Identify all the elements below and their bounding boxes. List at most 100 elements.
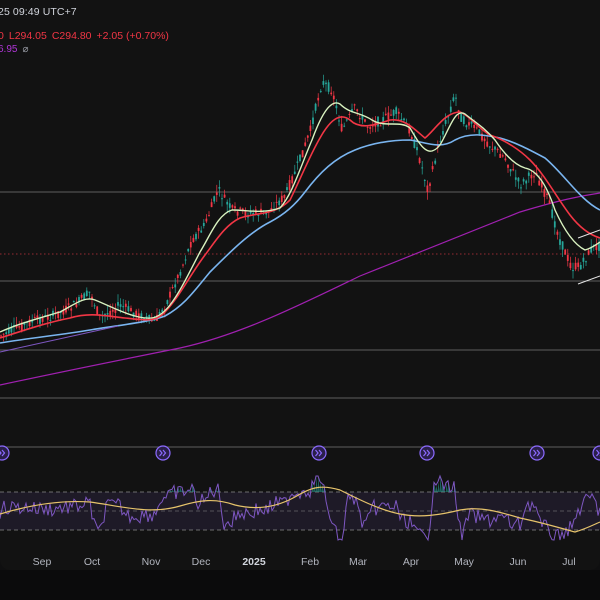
candle-body [286, 187, 288, 191]
candle-body [169, 291, 171, 298]
event-markers[interactable] [0, 445, 600, 461]
candle-body [288, 180, 291, 190]
candle-body [122, 306, 125, 308]
candle-body [491, 148, 494, 150]
candle-body [585, 261, 587, 263]
double-chevron-right-icon[interactable] [311, 445, 327, 461]
candle-body [309, 125, 312, 131]
candle-body [358, 118, 361, 120]
candle-body [392, 109, 395, 116]
ohlc-legend: 0 L294.05 C294.80 +2.05 (+0.70%) [0, 30, 174, 42]
time-axis-label: Apr [403, 556, 420, 568]
candle-body [475, 127, 478, 129]
ohlc-open-tail: 0 [0, 30, 4, 42]
candle-body [473, 124, 476, 128]
candle-body [257, 214, 260, 216]
candle-body [252, 212, 255, 215]
candle-body [572, 270, 574, 272]
candle-body [239, 207, 242, 209]
candle-body [520, 187, 522, 189]
candle-body [91, 296, 93, 300]
candle-body [130, 308, 132, 312]
candle-body [377, 116, 379, 127]
candle-body [384, 113, 387, 115]
candle-body [299, 154, 301, 162]
double-chevron-right-icon[interactable] [529, 445, 545, 461]
candle-body [387, 112, 390, 120]
long-moving-average-line [0, 192, 600, 386]
candle-body [478, 129, 481, 135]
candle-body [517, 177, 520, 182]
indicator-hidden-icon[interactable]: ⌀ [22, 44, 29, 55]
candle-body [566, 254, 569, 261]
candle-body [418, 158, 421, 164]
double-chevron-right-icon[interactable] [419, 445, 435, 461]
time-axis-label: Dec [192, 556, 211, 568]
candle-body [236, 211, 239, 216]
candle-body [421, 167, 424, 169]
candle-body [117, 302, 119, 306]
ema-fast-line [0, 102, 600, 333]
candle-body [80, 294, 83, 298]
double-chevron-right-icon[interactable] [155, 445, 171, 461]
time-axis-label: Nov [142, 556, 161, 568]
candle-body [439, 141, 442, 143]
candle-body [340, 123, 343, 132]
channel-line [0, 325, 119, 353]
candle-body [351, 109, 353, 112]
candle-body [13, 324, 15, 327]
indicator-legend: 6.95 ⌀ [0, 44, 34, 55]
candle-body [49, 319, 52, 321]
trendlines [577, 229, 600, 285]
candle-body [436, 145, 439, 148]
bottom-toolbar [0, 570, 600, 600]
candle-body [483, 138, 486, 142]
candle-body [20, 322, 23, 331]
candle-body [39, 317, 41, 324]
candle-body [319, 90, 322, 92]
candle-body [241, 208, 244, 211]
candle-body [244, 211, 247, 217]
candle-body [361, 114, 364, 120]
candle-body [301, 150, 304, 158]
candle-body [189, 241, 192, 248]
candle-body [179, 272, 182, 276]
candle-body [507, 164, 509, 168]
candle-body [234, 206, 236, 209]
candle-body [569, 262, 572, 269]
close-value: 294.80 [59, 30, 92, 42]
candle-body [345, 119, 348, 121]
candle-body [338, 120, 340, 122]
time-axis-label: Mar [349, 556, 368, 568]
candle-body [501, 155, 504, 157]
candle-body [353, 104, 356, 106]
candle-body [574, 262, 577, 270]
chart-frame: 25 09:49 UTC+7 0 L294.05 C294.80 +2.05 (+0.… [0, 0, 600, 570]
trendline-upper [577, 229, 600, 239]
candle-body [525, 180, 528, 184]
rsi-pane [0, 474, 600, 542]
change-value: +2.05 (+0.70%) [96, 30, 169, 42]
candle-body [514, 177, 517, 180]
candle-body [468, 122, 470, 126]
candle-body [579, 265, 582, 270]
candle-body [195, 233, 197, 240]
candle-body [7, 327, 10, 334]
candle-body [213, 196, 216, 202]
candle-body [457, 110, 460, 113]
price-chart[interactable]: Sep Oct Nov Dec 2025 Feb Mar Apr May Jun Jul [0, 0, 600, 570]
double-chevron-right-icon[interactable] [0, 445, 10, 461]
candle-body [174, 284, 177, 288]
candle-body [111, 309, 114, 312]
double-chevron-right-icon[interactable] [592, 445, 600, 461]
candle-body [31, 320, 34, 323]
candle-body [124, 303, 127, 307]
ema-slow-line [0, 134, 600, 344]
candle-body [221, 198, 223, 200]
candle-body [283, 195, 286, 198]
low-value: 294.05 [14, 30, 47, 42]
candle-body [145, 316, 148, 319]
candle-body [317, 97, 320, 101]
time-axis-label: Jun [510, 556, 527, 568]
candle-body [592, 244, 595, 246]
